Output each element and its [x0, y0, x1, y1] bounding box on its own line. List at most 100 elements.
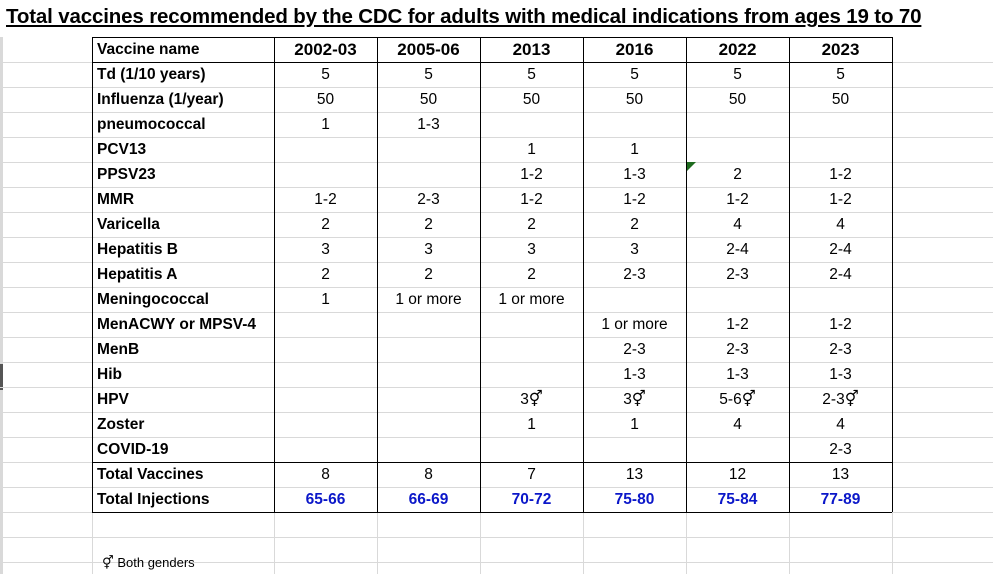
column-header-2022[interactable]: 2022: [718, 40, 757, 59]
table-cell[interactable]: [686, 287, 789, 312]
table-cell[interactable]: 4: [733, 216, 742, 233]
table-cell[interactable]: 1: [630, 416, 639, 433]
comment-indicator-icon[interactable]: [687, 162, 696, 171]
table-cell[interactable]: 3: [424, 241, 433, 258]
table-cell[interactable]: [480, 112, 583, 137]
table-cell[interactable]: 1 or more: [498, 291, 565, 308]
table-cell[interactable]: [274, 137, 377, 162]
table-cell[interactable]: 2: [424, 266, 433, 283]
table-cell[interactable]: 1: [630, 141, 639, 158]
table-cell[interactable]: [480, 437, 583, 462]
row-label[interactable]: PPSV23: [97, 166, 156, 183]
total-cell[interactable]: 13: [625, 466, 644, 483]
table-cell[interactable]: [377, 137, 480, 162]
table-cell[interactable]: 1-3: [623, 366, 646, 383]
table-cell[interactable]: 2-4: [726, 241, 749, 258]
table-cell[interactable]: [377, 362, 480, 387]
total-cell[interactable]: 8: [424, 466, 433, 483]
table-cell[interactable]: 50: [316, 91, 335, 108]
column-header-2016[interactable]: 2016: [615, 40, 654, 59]
table-cell[interactable]: 5: [836, 66, 845, 83]
table-cell[interactable]: [583, 437, 686, 462]
table-cell[interactable]: 1-3: [623, 166, 646, 183]
table-cell[interactable]: [583, 112, 686, 137]
table-cell[interactable]: [274, 162, 377, 187]
row-label[interactable]: pneumococcal: [97, 116, 206, 133]
table-cell[interactable]: [789, 287, 892, 312]
table-cell[interactable]: 5-6⚥: [719, 391, 756, 408]
table-cell[interactable]: 4: [836, 216, 845, 233]
table-cell[interactable]: 5: [630, 66, 639, 83]
table-cell[interactable]: 3⚥: [520, 391, 543, 408]
total-cell[interactable]: 8: [321, 466, 330, 483]
row-label[interactable]: Meningococcal: [97, 291, 209, 308]
table-cell[interactable]: 5: [733, 66, 742, 83]
header-vaccine-name[interactable]: Vaccine name: [97, 41, 200, 58]
table-cell[interactable]: 1-2: [520, 166, 543, 183]
row-label[interactable]: COVID-19: [97, 441, 169, 458]
table-cell[interactable]: [789, 137, 892, 162]
table-cell[interactable]: [377, 312, 480, 337]
row-label[interactable]: Td (1/10 years): [97, 66, 206, 83]
table-cell[interactable]: 2-3: [417, 191, 440, 208]
column-header-2023[interactable]: 2023: [821, 40, 860, 59]
column-header-2002-03[interactable]: 2002-03: [294, 40, 357, 59]
table-cell[interactable]: 2: [424, 216, 433, 233]
table-cell[interactable]: 50: [625, 91, 644, 108]
total-cell[interactable]: 7: [527, 466, 536, 483]
table-cell[interactable]: 1-2: [829, 316, 852, 333]
table-cell[interactable]: [480, 362, 583, 387]
table-cell[interactable]: [274, 387, 377, 412]
total-cell[interactable]: 65-66: [305, 491, 346, 508]
table-cell[interactable]: 3⚥: [623, 391, 646, 408]
table-cell[interactable]: 50: [728, 91, 747, 108]
table-cell[interactable]: 2: [321, 216, 330, 233]
table-cell[interactable]: 4: [836, 416, 845, 433]
table-cell[interactable]: 2: [630, 216, 639, 233]
table-cell[interactable]: 1-2: [829, 191, 852, 208]
table-cell[interactable]: [274, 437, 377, 462]
total-cell[interactable]: 75-80: [614, 491, 655, 508]
table-cell[interactable]: 1 or more: [395, 291, 462, 308]
table-cell[interactable]: [583, 287, 686, 312]
table-cell[interactable]: 2-4: [829, 266, 852, 283]
table-cell[interactable]: [274, 362, 377, 387]
table-cell[interactable]: 4: [733, 416, 742, 433]
total-cell[interactable]: 66-69: [408, 491, 449, 508]
table-cell[interactable]: 2-3: [726, 266, 749, 283]
table-cell[interactable]: [274, 412, 377, 437]
column-header-2005-06[interactable]: 2005-06: [397, 40, 460, 59]
total-cell[interactable]: 77-89: [820, 491, 861, 508]
total-row-label[interactable]: Total Injections: [97, 491, 210, 508]
table-cell[interactable]: 2: [527, 216, 536, 233]
table-cell[interactable]: 2: [733, 166, 742, 183]
total-cell[interactable]: 12: [728, 466, 747, 483]
table-cell[interactable]: 1-2: [623, 191, 646, 208]
table-cell[interactable]: 50: [831, 91, 850, 108]
row-label[interactable]: MenB: [97, 341, 140, 358]
table-cell[interactable]: 5: [527, 66, 536, 83]
table-cell[interactable]: 1-3: [417, 116, 440, 133]
table-cell[interactable]: [480, 337, 583, 362]
row-label[interactable]: Zoster: [97, 416, 145, 433]
table-cell[interactable]: 5: [424, 66, 433, 83]
table-cell[interactable]: 1-2: [314, 191, 337, 208]
table-cell[interactable]: 50: [419, 91, 438, 108]
row-label[interactable]: Varicella: [97, 216, 160, 233]
table-cell[interactable]: [377, 162, 480, 187]
table-cell[interactable]: [377, 337, 480, 362]
table-cell[interactable]: 2-3⚥: [822, 391, 859, 408]
table-cell[interactable]: 1-2: [829, 166, 852, 183]
table-cell[interactable]: [377, 387, 480, 412]
table-cell[interactable]: 1 or more: [601, 316, 668, 333]
row-label[interactable]: Hepatitis A: [97, 266, 178, 283]
table-cell[interactable]: 1: [527, 416, 536, 433]
table-cell[interactable]: 1: [321, 291, 330, 308]
table-cell[interactable]: [686, 137, 789, 162]
footnote-both-genders[interactable]: ⚥ Both genders: [102, 555, 195, 570]
table-cell[interactable]: 1-2: [726, 191, 749, 208]
table-cell[interactable]: 1-2: [726, 316, 749, 333]
table-cell[interactable]: 2-3: [623, 341, 646, 358]
table-cell[interactable]: 1: [527, 141, 536, 158]
table-cell[interactable]: 2-3: [829, 341, 852, 358]
